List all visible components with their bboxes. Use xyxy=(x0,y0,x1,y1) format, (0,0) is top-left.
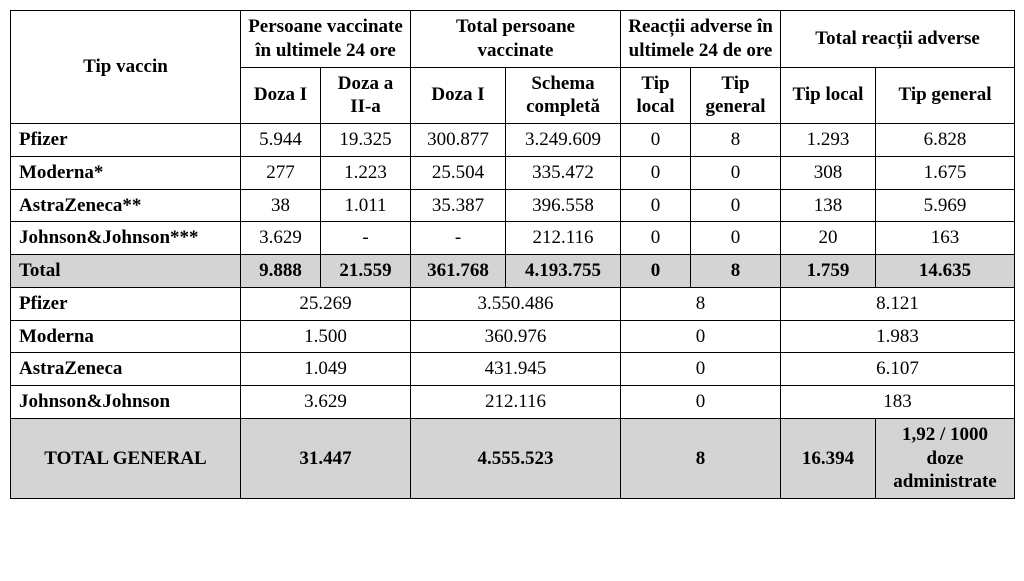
cell: 212.116 xyxy=(506,222,621,255)
cell: 0 xyxy=(621,222,691,255)
cell: 300.877 xyxy=(411,124,506,157)
cell: 5.944 xyxy=(241,124,321,157)
cell: 0 xyxy=(621,124,691,157)
cell: 5.969 xyxy=(876,189,1015,222)
grand-total-row: TOTAL GENERAL 31.447 4.555.523 8 16.394 … xyxy=(11,418,1015,498)
total-row: Total 9.888 21.559 361.768 4.193.755 0 8… xyxy=(11,255,1015,288)
cell: 0 xyxy=(691,156,781,189)
cell: 3.550.486 xyxy=(411,287,621,320)
table-row: Johnson&Johnson*** 3.629 - - 212.116 0 0… xyxy=(11,222,1015,255)
cell: 35.387 xyxy=(411,189,506,222)
table-row: Pfizer 5.944 19.325 300.877 3.249.609 0 … xyxy=(11,124,1015,157)
cell: 0 xyxy=(621,353,781,386)
cell: 6.107 xyxy=(781,353,1015,386)
cell: 1.500 xyxy=(241,320,411,353)
vaccine-name: Pfizer xyxy=(11,124,241,157)
cell: 212.116 xyxy=(411,386,621,419)
cell: 8 xyxy=(621,418,781,498)
table-row: AstraZeneca** 38 1.011 35.387 396.558 0 … xyxy=(11,189,1015,222)
vaccine-name: Moderna* xyxy=(11,156,241,189)
cell: 0 xyxy=(691,222,781,255)
cell: 6.828 xyxy=(876,124,1015,157)
summary-row: Moderna 1.500 360.976 0 1.983 xyxy=(11,320,1015,353)
col-tip-local-total: Tip local xyxy=(781,67,876,124)
cell: 19.325 xyxy=(321,124,411,157)
cell: 4.555.523 xyxy=(411,418,621,498)
cell: 4.193.755 xyxy=(506,255,621,288)
total-label: Total xyxy=(11,255,241,288)
vaccination-table: Tip vaccin Persoane vaccinate în ultimel… xyxy=(10,10,1015,499)
cell: 38 xyxy=(241,189,321,222)
cell: 1.293 xyxy=(781,124,876,157)
col-tip-local-24h: Tip local xyxy=(621,67,691,124)
cell: 3.629 xyxy=(241,222,321,255)
cell: 3.249.609 xyxy=(506,124,621,157)
header-row-1: Tip vaccin Persoane vaccinate în ultimel… xyxy=(11,11,1015,68)
cell: 0 xyxy=(691,189,781,222)
vaccine-name: Pfizer xyxy=(11,287,241,320)
cell: - xyxy=(411,222,506,255)
cell: 20 xyxy=(781,222,876,255)
col-group-total-vaccinated: Total persoane vaccinate xyxy=(411,11,621,68)
vaccine-name: AstraZeneca** xyxy=(11,189,241,222)
cell: 8.121 xyxy=(781,287,1015,320)
cell: 396.558 xyxy=(506,189,621,222)
col-tip-general-24h: Tip general xyxy=(691,67,781,124)
cell: 25.269 xyxy=(241,287,411,320)
col-schema-completa: Schema completă xyxy=(506,67,621,124)
cell: 1.983 xyxy=(781,320,1015,353)
cell: 0 xyxy=(621,255,691,288)
summary-row: Johnson&Johnson 3.629 212.116 0 183 xyxy=(11,386,1015,419)
cell: 1.011 xyxy=(321,189,411,222)
cell: 0 xyxy=(621,156,691,189)
vaccine-name: Johnson&Johnson*** xyxy=(11,222,241,255)
cell: 0 xyxy=(621,320,781,353)
col-group-total-adverse: Total reacții adverse xyxy=(781,11,1015,68)
cell: 31.447 xyxy=(241,418,411,498)
cell: 1.049 xyxy=(241,353,411,386)
cell: 361.768 xyxy=(411,255,506,288)
grand-total-label: TOTAL GENERAL xyxy=(11,418,241,498)
cell: 1,92 / 1000 doze administrate xyxy=(876,418,1015,498)
cell: 14.635 xyxy=(876,255,1015,288)
cell: 8 xyxy=(621,287,781,320)
cell: 3.629 xyxy=(241,386,411,419)
col-doza1-total: Doza I xyxy=(411,67,506,124)
col-group-24h-adverse: Reacții adverse în ultimele 24 de ore xyxy=(621,11,781,68)
vaccine-name: Johnson&Johnson xyxy=(11,386,241,419)
col-doza1-24h: Doza I xyxy=(241,67,321,124)
summary-row: AstraZeneca 1.049 431.945 0 6.107 xyxy=(11,353,1015,386)
cell: 8 xyxy=(691,255,781,288)
cell: 16.394 xyxy=(781,418,876,498)
cell: 1.759 xyxy=(781,255,876,288)
vaccine-name: AstraZeneca xyxy=(11,353,241,386)
cell: 163 xyxy=(876,222,1015,255)
table-row: Moderna* 277 1.223 25.504 335.472 0 0 30… xyxy=(11,156,1015,189)
cell: 308 xyxy=(781,156,876,189)
summary-row: Pfizer 25.269 3.550.486 8 8.121 xyxy=(11,287,1015,320)
vaccine-name: Moderna xyxy=(11,320,241,353)
cell: 360.976 xyxy=(411,320,621,353)
col-group-24h-vaccinated: Persoane vaccinate în ultimele 24 ore xyxy=(241,11,411,68)
cell: 431.945 xyxy=(411,353,621,386)
cell: 21.559 xyxy=(321,255,411,288)
cell: 9.888 xyxy=(241,255,321,288)
cell: - xyxy=(321,222,411,255)
cell: 138 xyxy=(781,189,876,222)
cell: 335.472 xyxy=(506,156,621,189)
cell: 0 xyxy=(621,189,691,222)
cell: 25.504 xyxy=(411,156,506,189)
cell: 0 xyxy=(621,386,781,419)
col-vaccine-type: Tip vaccin xyxy=(11,11,241,124)
cell: 1.223 xyxy=(321,156,411,189)
cell: 1.675 xyxy=(876,156,1015,189)
col-doza2-24h: Doza a II-a xyxy=(321,67,411,124)
col-tip-general-total: Tip general xyxy=(876,67,1015,124)
cell: 8 xyxy=(691,124,781,157)
cell: 183 xyxy=(781,386,1015,419)
cell: 277 xyxy=(241,156,321,189)
